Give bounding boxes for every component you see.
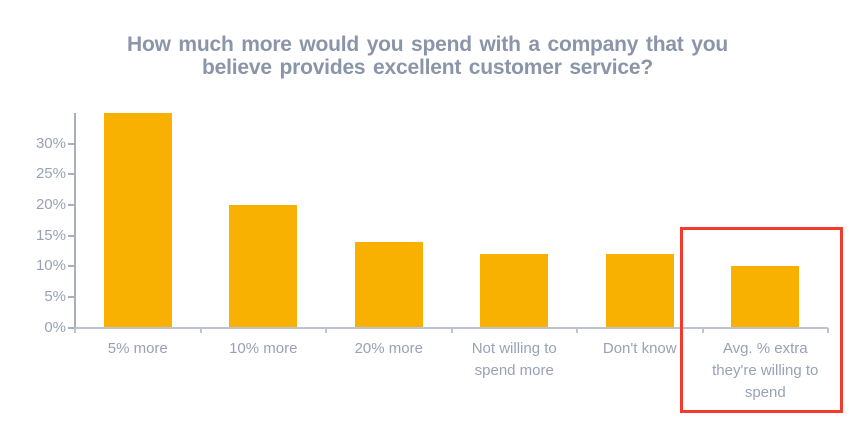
y-axis-tick [68, 295, 74, 298]
y-axis-tick [68, 326, 74, 329]
x-axis-category-label-line: spend more [474, 362, 554, 379]
x-axis-tick [450, 327, 453, 333]
chart-title-line-2: believe provides excellent customer serv… [202, 56, 653, 79]
x-axis-category-label: Avg. % extra they're willing to spend [702, 338, 828, 404]
x-axis-category-label: 10% more [200, 338, 326, 360]
bar-10-more [229, 204, 298, 328]
x-axis-category-label: 20% more [326, 338, 452, 360]
chart-title: How much more would you spend with a com… [0, 33, 855, 79]
bar-20-more [354, 241, 423, 328]
x-axis-category-label-line: they're willing to [712, 362, 819, 379]
chart-title-line-1: How much more would you spend with a com… [127, 33, 728, 56]
bar-avg-extra-they-re-willing-to-spend [731, 266, 800, 328]
bar-5-more [103, 112, 172, 328]
y-axis-tick-label: 25% [35, 165, 66, 183]
x-axis-tick [74, 327, 76, 333]
y-axis-tick-label: 5% [44, 287, 66, 305]
x-axis-tick [701, 327, 704, 333]
y-axis-tick-label: 20% [35, 195, 66, 213]
y-axis-tick-label: 30% [35, 134, 66, 152]
x-axis-category-label-line: 10% more [229, 340, 298, 357]
x-axis-category-label: Don't know [577, 338, 703, 360]
x-axis-category-label: Not willing to spend more [451, 338, 577, 382]
y-axis-tick-label: 0% [44, 318, 66, 336]
bar-don-t-know [605, 253, 674, 328]
y-axis-tick-label: 15% [35, 226, 66, 244]
y-axis-tick [68, 173, 74, 176]
x-axis-tick [325, 327, 327, 333]
x-axis-category-label-line: 5% more [107, 340, 168, 357]
x-axis-category-label-line: Don't know [602, 340, 677, 357]
x-axis-category-label-line: Avg. % extra [722, 340, 808, 357]
x-axis-tick [199, 327, 202, 333]
x-axis-category-label: 5% more [75, 338, 201, 360]
y-axis-line [74, 112, 76, 329]
x-axis-category-label-line: Not willing to [471, 340, 557, 357]
x-axis-tick [576, 327, 578, 333]
highlight-box [680, 227, 843, 413]
x-axis-tick [827, 327, 829, 333]
bar-not-willing-to-spend-more [480, 253, 549, 328]
y-axis-tick-label: 10% [35, 257, 66, 275]
y-axis-tick [68, 234, 74, 237]
y-axis-tick [68, 203, 74, 206]
x-axis-category-label-line: spend [744, 384, 786, 401]
x-axis-category-label-line: 20% more [354, 340, 423, 357]
y-axis-tick [68, 265, 74, 268]
y-axis-tick [68, 142, 74, 145]
